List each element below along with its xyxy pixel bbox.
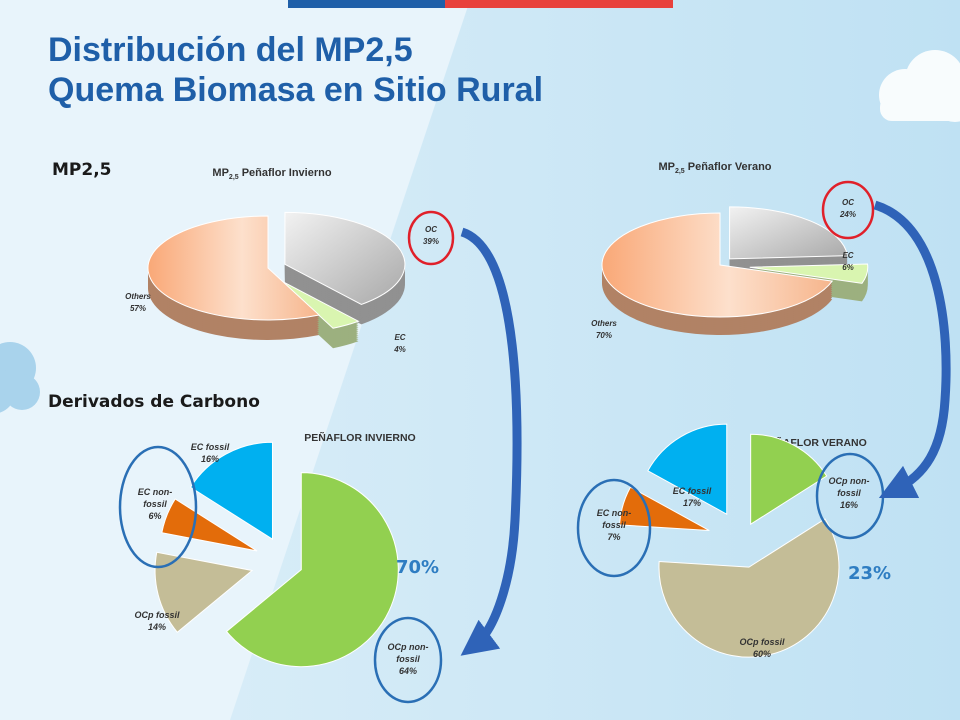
slice-label-others: Others [591,319,617,328]
highlight-circle-ocp-fossil [118,445,198,569]
slide-title: Distribución del MP2,5 Quema Biomasa en … [48,30,543,110]
slice-oc [284,211,406,305]
slice-others [147,215,321,321]
slice-label-ocp-fossil: OCp fossil 14% [134,610,180,632]
slice-value-others: 70% [596,331,612,340]
slice-label-others: Others [125,292,151,301]
svg-text:OCp non-: OCp non- [829,476,870,486]
slice-value-ec-fossil: 16% [201,454,219,464]
svg-text:EC fossil: EC fossil [673,486,712,496]
slice-label-ec-non-fossil: EC non-fossil 7% [597,508,632,542]
chart-mp25-verano: MP2,5 Peñaflor Verano OC 24% EC 6% Others 70% [591,161,875,340]
slice-label-oc: OC [425,225,437,234]
cloud-top-right [879,50,960,122]
svg-text:fossil: fossil [396,654,420,664]
background-light-band [0,0,470,720]
slide-title-line1: Distribución del MP2,5 [48,31,413,69]
slice-value-ec: 6% [842,263,854,272]
svg-text:EC fossil: EC fossil [191,442,230,452]
slice-value-ec-fossil: 17% [683,498,701,508]
slice-value-ocp-non-fossil: 64% [399,666,417,676]
highlight-circle [407,210,455,266]
slice-label-ocp-fossil: OCp fossil 60% [739,637,785,659]
slice-label-ec: EC [394,333,405,342]
svg-text:OCp non-: OCp non- [388,642,429,652]
slice-value-others: 57% [130,304,146,313]
slice-value-ec-non-fossil: 6% [148,511,161,521]
slice-label-ec-fossil: EC fossil 17% [673,486,712,508]
slice-oc [729,206,848,260]
highlight-circle [821,180,875,240]
svg-text:fossil: fossil [143,499,167,509]
chart-mp25-invierno: MP2,5 Peñaflor Invierno OC 39% EC 4% Others 57… [125,167,455,354]
svg-text:EC non-: EC non- [138,487,173,497]
slice-ocp-fossil [658,518,840,658]
cloud-left [0,342,40,413]
slice-label-ec: EC [842,251,853,260]
svg-text:EC non-: EC non- [597,508,632,518]
section-mp25-label: MP2,5 [52,160,112,180]
slice-ec-non-fossil [161,498,258,552]
slice-value-ocp-fossil: 14% [148,622,166,632]
slice-others [601,212,834,318]
slice-ocp-non-fossil [225,472,399,668]
slice-label-oc: OC [842,198,854,207]
section-carbono-label: Derivados de Carbono [48,392,260,412]
slice-label-ec-fossil: EC fossil 16% [191,442,230,464]
slice-label-ocp-non-fossil: OCp non-fossil 64% [388,642,429,676]
pct-invierno-label: 70% [396,557,440,578]
top-bar-red [445,0,673,8]
slice-value-ocp-non-fossil: 16% [840,500,858,510]
chart-title: MP2,5 Peñaflor Invierno [212,167,331,181]
pct-verano-label: 23% [848,563,892,584]
slice-ec-fossil [647,423,728,516]
slice-label-ec-non-fossil: EC non-fossil 6% [138,487,173,521]
slide-title-line2: Quema Biomasa en Sitio Rural [48,71,544,109]
svg-text:fossil: fossil [837,488,861,498]
highlight-circle-ocp-non-fossil [373,616,443,704]
slice-ec [281,280,360,329]
arrow-invierno [460,227,522,656]
slice-value-oc: 39% [423,237,439,246]
slice-label-ocp-non-fossil: OCp non-fossil 16% [829,476,870,510]
svg-text:fossil: fossil [602,520,626,530]
slice-ec [749,263,869,284]
arrow-verano [873,200,951,499]
svg-text:OCp fossil: OCp fossil [134,610,180,620]
slice-value-oc: 24% [839,210,856,219]
slice-ocp-fossil [154,551,254,633]
slice-value-ec-non-fossil: 7% [607,532,620,542]
chart-title: MP2,5 Peñaflor Verano [658,161,771,175]
svg-text:OCp fossil: OCp fossil [739,637,785,647]
chart-carbono-invierno: PEÑAFLOR INVIERNO OCp non-fossil 64% OCp fo… [118,431,443,704]
highlight-circle-ec-non-fossil [576,478,652,578]
chart-title: PEÑAFLOR INVIERNO [304,431,415,444]
slice-value-ec: 4% [393,345,406,354]
slice-value-ocp-fossil: 60% [753,649,771,659]
top-bar-blue [288,0,445,8]
